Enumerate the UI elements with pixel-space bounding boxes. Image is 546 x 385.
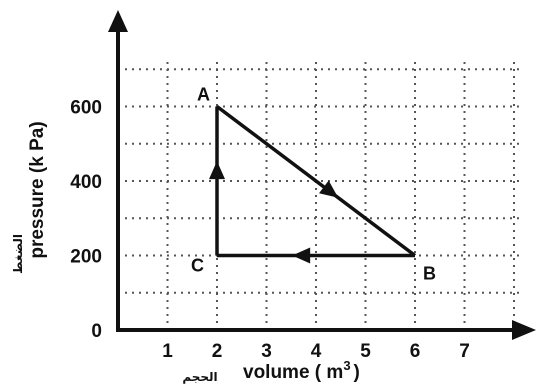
y-tick-label: 400: [70, 172, 102, 193]
x-axis-label-base: volume ( m: [243, 362, 343, 383]
point-label-a: A: [197, 85, 210, 105]
tick-labels: 1 2 3 4 5 6 7 0 200 400 600: [70, 98, 469, 363]
x-axis-label-power: 3: [343, 358, 350, 373]
x-tick-label: 4: [311, 341, 322, 362]
y-tick-label: 0: [91, 321, 102, 342]
x-axis-arrowhead: [512, 320, 536, 340]
process-line-a-to-b: [215, 105, 417, 257]
x-tick-label: 6: [410, 341, 421, 362]
x-axis-label-close: ): [354, 362, 360, 383]
point-label-c: C: [191, 256, 204, 276]
direction-arrow: [319, 180, 339, 198]
process-path: [215, 105, 417, 258]
x-axis-label: volume ( m3): [243, 358, 360, 383]
x-tick-label: 7: [459, 341, 470, 362]
y-tick-label: 200: [70, 247, 102, 268]
y-tick-label: 600: [70, 98, 102, 119]
y-axis-label-arabic: الضغط: [11, 234, 25, 274]
x-tick-label: 2: [212, 341, 223, 362]
point-label-b: B: [423, 264, 436, 284]
y-axis-label: pressure (k Pa): [27, 121, 48, 258]
direction-arrow: [209, 161, 225, 180]
direction-arrow: [292, 247, 311, 264]
x-tick-label: 5: [360, 341, 371, 362]
state-point-labels: A B C: [191, 85, 436, 284]
x-tick-label: 1: [162, 341, 173, 362]
x-tick-label: 3: [261, 341, 272, 362]
grid: [118, 62, 520, 330]
x-axis-label-arabic: الحجم: [182, 370, 217, 384]
y-axis-arrowhead: [108, 10, 128, 32]
direction-arrows: [209, 161, 339, 264]
